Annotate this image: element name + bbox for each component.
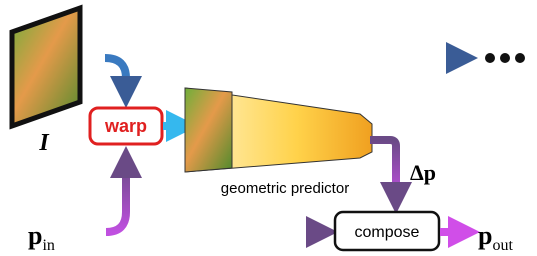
p-in: pin [28, 221, 55, 254]
delta-arrow [370, 140, 396, 198]
p-in-subscript: in [42, 237, 54, 254]
pin-warp-arrow [106, 162, 126, 232]
p-out: pout [478, 221, 513, 254]
p-out-subscript: out [492, 237, 513, 254]
ellipsis [485, 53, 525, 63]
compose-label: compose [355, 224, 420, 241]
p-out-symbol: p [478, 221, 492, 250]
p-in-symbol: p [28, 221, 42, 250]
predictor-label: geometric predictor [221, 180, 349, 197]
image-label: I [38, 130, 50, 156]
diagram: I warp geometric predictor Δp pin compos… [0, 0, 537, 256]
input-image [12, 8, 80, 126]
warp-label: warp [104, 116, 147, 136]
page: I warp geometric predictor Δp pin compos… [0, 0, 537, 256]
warp-in-arrow [105, 58, 126, 92]
predictor-input [185, 88, 232, 172]
delta-label: Δp [410, 160, 436, 185]
